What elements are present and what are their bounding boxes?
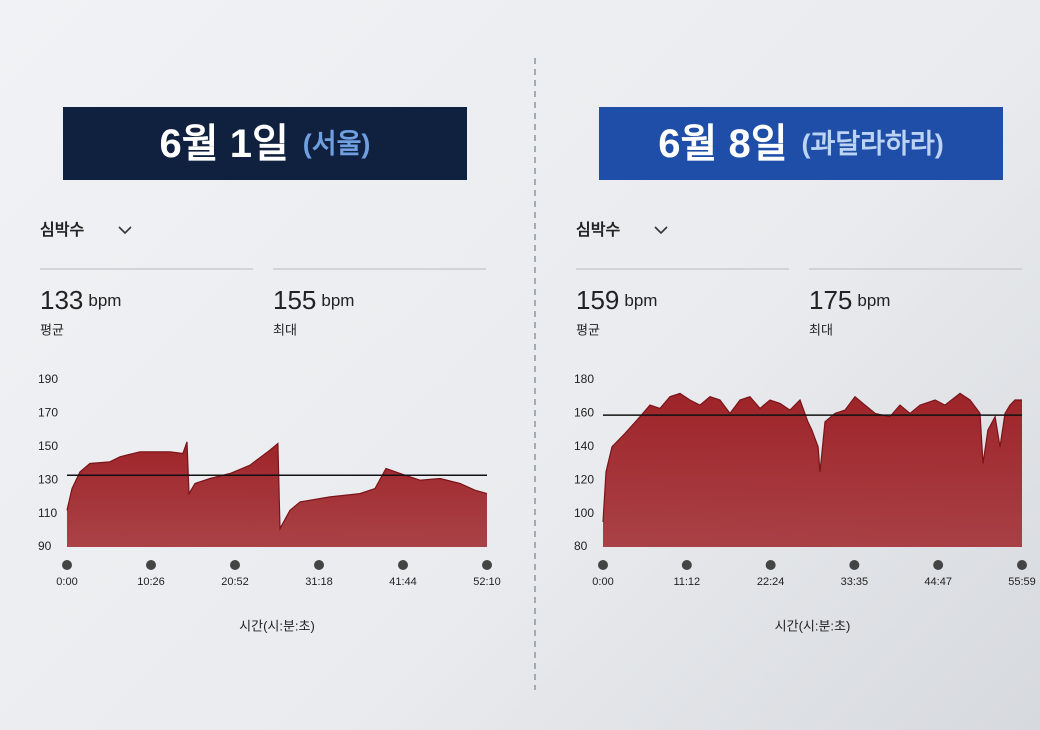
stat-number: 133 <box>40 285 83 315</box>
x-tick-dot <box>482 560 492 570</box>
stat-number: 175 <box>809 285 852 315</box>
metric-label: 심박수 <box>40 220 84 239</box>
y-tick-label: 150 <box>38 439 58 453</box>
stat-unit: bpm <box>88 291 121 310</box>
header-title: 6월 8일 (과달라하라) <box>658 122 943 166</box>
x-tick-dot <box>681 560 692 570</box>
stat-value: 159 bpm <box>576 285 657 315</box>
x-axis-label: 시간(시:분:초) <box>239 618 315 633</box>
stat-unit: bpm <box>857 291 890 310</box>
header-box <box>599 107 1003 180</box>
subtitle: (서울) <box>303 129 371 159</box>
y-tick-label: 190 <box>38 372 58 386</box>
heart-rate-line <box>602 392 1022 523</box>
y-tick-label: 100 <box>574 506 594 520</box>
stat-unit: bpm <box>624 291 657 310</box>
x-tick-dot <box>933 560 944 570</box>
x-tick-dot <box>598 560 608 570</box>
stat-number: 155 <box>273 285 316 315</box>
x-tick-dot <box>230 560 240 570</box>
stat-label: 평균 <box>576 322 600 337</box>
x-axis-label: 시간(시:분:초) <box>775 618 851 633</box>
stat-label: 평균 <box>40 322 64 337</box>
x-tick-label: 55:59 <box>1008 576 1036 588</box>
x-tick-dot <box>314 560 324 570</box>
stat-value: 133 bpm <box>40 285 121 315</box>
title: 6월 8일 <box>658 122 787 166</box>
y-tick-label: 80 <box>574 539 588 553</box>
x-tick-label: 20:52 <box>221 576 249 588</box>
x-tick-label: 22:24 <box>757 576 785 588</box>
x-tick-dot <box>765 560 776 570</box>
y-tick-label: 130 <box>38 472 58 486</box>
x-tick-dot <box>1017 560 1027 570</box>
metric-label: 심박수 <box>576 220 620 239</box>
area-fill <box>67 441 487 547</box>
dropdown-chevron <box>118 226 132 235</box>
stat-unit: bpm <box>321 291 354 310</box>
header-title: 6월 1일 (서울) <box>160 122 371 166</box>
stat-value: 155 bpm <box>273 285 354 315</box>
x-tick-label: 44:47 <box>924 576 952 588</box>
x-tick-dot <box>398 560 408 570</box>
y-tick-label: 180 <box>574 372 594 386</box>
y-tick-label: 120 <box>574 472 594 486</box>
area-fill <box>603 393 1022 547</box>
x-tick-label: 52:10 <box>473 576 501 588</box>
stat-label: 최대 <box>273 322 297 337</box>
x-tick-dot <box>146 560 156 570</box>
x-tick-label: 0:00 <box>592 576 613 588</box>
x-tick-label: 10:26 <box>137 576 165 588</box>
x-tick-label: 0:00 <box>56 576 77 588</box>
header-box <box>63 107 467 180</box>
stat-number: 159 <box>576 285 619 315</box>
x-tick-label: 33:35 <box>841 576 869 588</box>
x-tick-label: 31:18 <box>305 576 333 588</box>
y-tick-label: 170 <box>38 406 58 420</box>
y-tick-label: 90 <box>38 539 52 553</box>
x-tick-label: 41:44 <box>389 576 417 588</box>
stat-label: 최대 <box>809 322 833 337</box>
y-tick-label: 160 <box>574 406 594 420</box>
dropdown-chevron <box>654 226 668 235</box>
y-tick-label: 110 <box>38 506 57 520</box>
x-tick-label: 11:12 <box>673 576 700 588</box>
y-tick-label: 140 <box>574 439 594 453</box>
title: 6월 1일 <box>160 122 289 166</box>
x-tick-dot <box>62 560 72 570</box>
subtitle: (과달라하라) <box>802 129 944 159</box>
stat-value: 175 bpm <box>809 285 890 315</box>
x-tick-dot <box>849 560 860 570</box>
